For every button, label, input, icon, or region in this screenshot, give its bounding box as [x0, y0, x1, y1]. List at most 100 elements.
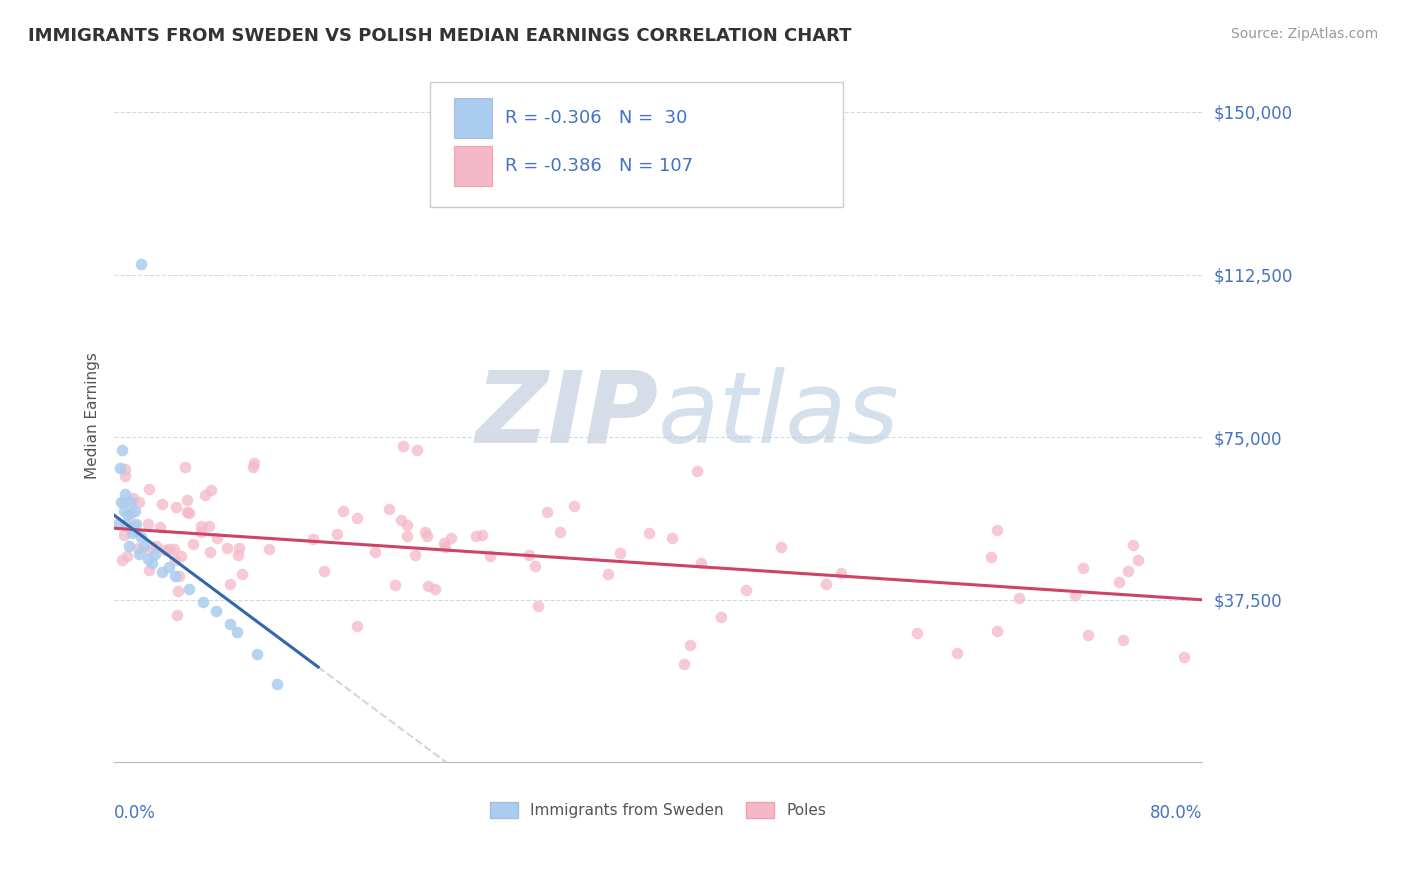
Point — [423, 582, 446, 596]
Point — [364, 545, 387, 559]
Point — [1122, 538, 1144, 552]
Point — [110, 495, 132, 509]
Point — [517, 549, 540, 563]
Point — [384, 578, 406, 592]
Point — [141, 556, 163, 570]
Point — [302, 532, 325, 546]
Point — [131, 257, 153, 271]
Point — [405, 443, 427, 458]
Point — [413, 524, 436, 539]
Point — [170, 549, 193, 564]
FancyBboxPatch shape — [454, 97, 492, 138]
Point — [1116, 564, 1139, 578]
Point — [177, 582, 200, 596]
Point — [471, 528, 494, 542]
Point — [1111, 633, 1133, 648]
Point — [121, 525, 143, 540]
FancyBboxPatch shape — [430, 82, 844, 207]
Point — [165, 569, 187, 583]
Point — [114, 486, 136, 500]
Point — [145, 540, 167, 554]
Point — [115, 549, 138, 564]
Point — [562, 499, 585, 513]
Point — [679, 638, 702, 652]
Point — [179, 507, 201, 521]
Point — [396, 529, 419, 543]
Point — [479, 549, 502, 563]
Point — [124, 524, 146, 538]
FancyBboxPatch shape — [454, 146, 492, 186]
Point — [131, 530, 153, 544]
Point — [231, 566, 253, 581]
Point — [946, 646, 969, 660]
Point — [1108, 574, 1130, 589]
Point — [389, 513, 412, 527]
Text: 0.0%: 0.0% — [114, 804, 156, 822]
Point — [218, 577, 240, 591]
Point — [416, 529, 439, 543]
Point — [166, 584, 188, 599]
Point — [257, 542, 280, 557]
Point — [108, 460, 131, 475]
Point — [136, 551, 159, 566]
Point — [378, 501, 401, 516]
Point — [136, 516, 159, 531]
Point — [157, 560, 180, 574]
Point — [769, 540, 792, 554]
Point — [246, 647, 269, 661]
Text: R = -0.306   N =  30: R = -0.306 N = 30 — [505, 109, 688, 127]
Point — [1071, 561, 1094, 575]
Point — [215, 541, 238, 555]
Point — [153, 543, 176, 558]
Point — [138, 564, 160, 578]
Point — [439, 532, 461, 546]
Point — [117, 508, 139, 523]
Point — [118, 539, 141, 553]
Point — [433, 536, 456, 550]
Point — [690, 557, 713, 571]
Point — [1173, 650, 1195, 665]
Y-axis label: Median Earnings: Median Earnings — [86, 352, 100, 479]
Point — [686, 464, 709, 478]
Text: atlas: atlas — [658, 367, 900, 464]
Point — [138, 482, 160, 496]
Point — [598, 567, 620, 582]
Point — [120, 495, 142, 509]
Text: ZIP: ZIP — [475, 367, 658, 464]
Point — [107, 516, 129, 531]
Point — [672, 657, 695, 671]
Point — [194, 487, 217, 501]
Point — [814, 577, 837, 591]
Point — [200, 483, 222, 497]
Point — [395, 518, 418, 533]
Point — [190, 519, 212, 533]
Point — [266, 677, 288, 691]
Point — [980, 550, 1002, 565]
Point — [986, 523, 1008, 537]
Point — [346, 618, 368, 632]
Legend: Immigrants from Sweden, Poles: Immigrants from Sweden, Poles — [484, 796, 832, 824]
Text: IMMIGRANTS FROM SWEDEN VS POLISH MEDIAN EARNINGS CORRELATION CHART: IMMIGRANTS FROM SWEDEN VS POLISH MEDIAN … — [28, 27, 852, 45]
Point — [198, 545, 221, 559]
Text: Source: ZipAtlas.com: Source: ZipAtlas.com — [1230, 27, 1378, 41]
Point — [523, 559, 546, 574]
Point — [149, 520, 172, 534]
Point — [111, 553, 134, 567]
Point — [167, 569, 190, 583]
Point — [176, 493, 198, 508]
Point — [661, 531, 683, 545]
Point — [526, 599, 548, 614]
Point — [165, 553, 187, 567]
Point — [326, 526, 349, 541]
Point — [150, 497, 173, 511]
Point — [1064, 588, 1087, 602]
Point — [218, 616, 240, 631]
Point — [312, 565, 335, 579]
Point — [434, 540, 457, 554]
Point — [1077, 628, 1099, 642]
Point — [1008, 591, 1031, 606]
Point — [122, 517, 145, 532]
Text: 80.0%: 80.0% — [1150, 804, 1202, 822]
Point — [112, 504, 135, 518]
Point — [143, 547, 166, 561]
